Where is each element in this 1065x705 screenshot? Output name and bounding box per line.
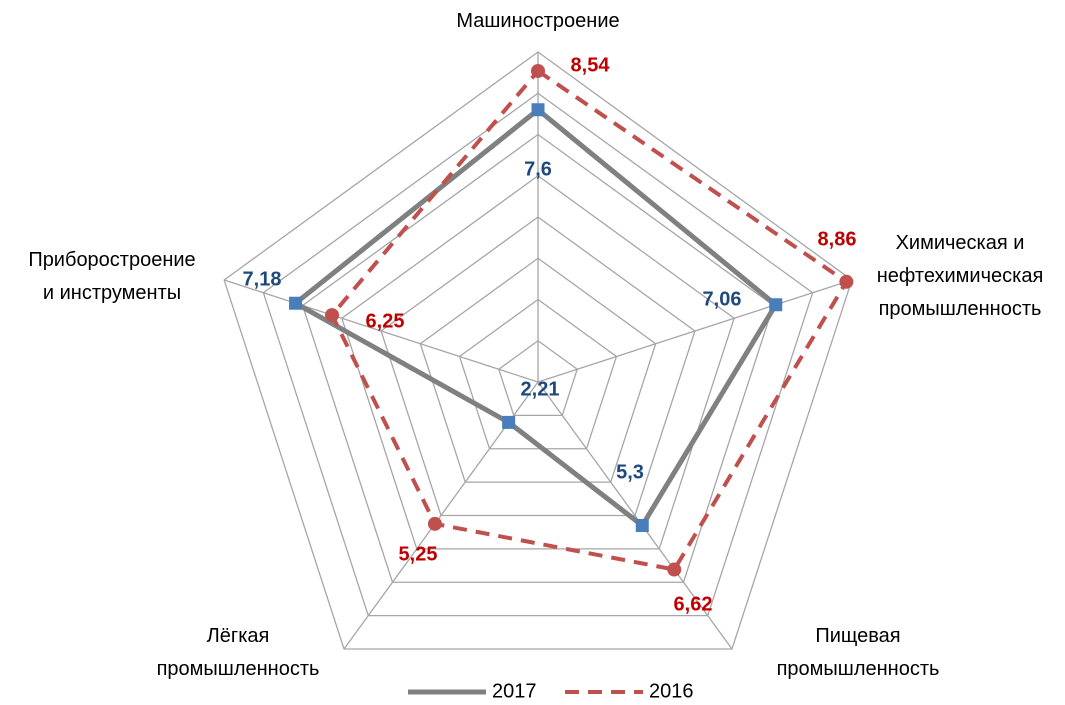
spoke: [537, 381, 733, 650]
data-label: 8,86: [818, 228, 857, 250]
category-label: Машиностроение: [456, 10, 620, 32]
data-label: 6,25: [366, 310, 405, 332]
series-line: [291, 106, 780, 530]
category-label: Приборостроение и инструменты: [28, 249, 196, 304]
data-label: 7,06: [703, 288, 742, 310]
marker: [667, 562, 682, 577]
grid-ring: [498, 339, 578, 417]
marker: [289, 296, 303, 310]
grid-ring: [419, 257, 657, 483]
grid-ring: [341, 174, 735, 550]
legend-label: 2016: [649, 680, 694, 702]
data-label: 8,54: [571, 54, 611, 76]
grid-ring: [458, 298, 618, 450]
marker: [635, 518, 649, 532]
grid-ring: [262, 92, 814, 617]
marker: [427, 516, 442, 531]
data-label: 6,62: [674, 593, 713, 615]
data-label: 2,21: [521, 378, 560, 400]
series-line: [329, 68, 850, 572]
data-label: 7,6: [524, 158, 552, 180]
data-label: 7,18: [243, 268, 282, 290]
category-label: Химическая и нефтехимическая промышленно…: [876, 232, 1044, 320]
data-label: 5,25: [399, 543, 438, 565]
marker: [531, 103, 545, 117]
marker: [502, 415, 516, 429]
category-label: Пищевая промышленность: [776, 625, 940, 680]
grid-ring: [301, 133, 775, 583]
legend-label: 2017: [492, 680, 537, 702]
marker: [839, 274, 854, 289]
marker: [531, 63, 545, 78]
spoke: [537, 279, 853, 383]
category-label: Лёгкая промышленность: [156, 625, 320, 680]
marker: [325, 308, 340, 323]
grid-ring: [223, 51, 853, 650]
spoke: [223, 279, 539, 383]
grid-ring: [380, 216, 696, 517]
data-label: 5,3: [616, 461, 644, 483]
marker: [769, 298, 783, 312]
